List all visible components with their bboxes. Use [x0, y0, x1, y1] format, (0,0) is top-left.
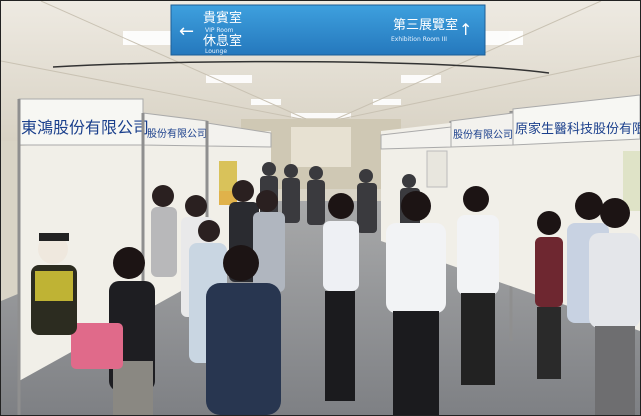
sign-lounge-cn: 休息室	[203, 33, 242, 49]
left-booth-company: 東鴻股份有限公司	[21, 118, 149, 137]
right-booth-header	[512, 94, 640, 146]
sign-vip-room-cn: 貴賓室	[203, 10, 242, 26]
right-booth-company: 股份有限公司	[453, 128, 513, 141]
cable	[52, 60, 550, 74]
direction-sign: ← 貴賓室 VIP Room 休息室 Lounge 第三展覽室 Exhibiti…	[170, 4, 486, 56]
sign-arrow-left: ←	[179, 21, 194, 42]
sign-arrow-up: ↑	[459, 20, 472, 39]
sign-exhibition-room-cn: 第三展覽室	[393, 17, 458, 33]
poster	[219, 161, 237, 191]
crowd	[31, 162, 640, 415]
ceiling-grid	[1, 1, 640, 120]
ceiling-lights	[123, 31, 523, 118]
sign-exhibition-room-en: Exhibition Room III	[391, 36, 447, 43]
sign-lounge-en: Lounge	[205, 48, 227, 55]
right-booth-company-2: 原家生醫科技股份有限公	[515, 121, 640, 137]
left-booth-header	[18, 98, 144, 146]
pink-bag	[71, 323, 123, 369]
sign-vip-room-en: VIP Room	[205, 27, 234, 34]
left-booth-company-2: 股份有限公司	[147, 127, 207, 140]
